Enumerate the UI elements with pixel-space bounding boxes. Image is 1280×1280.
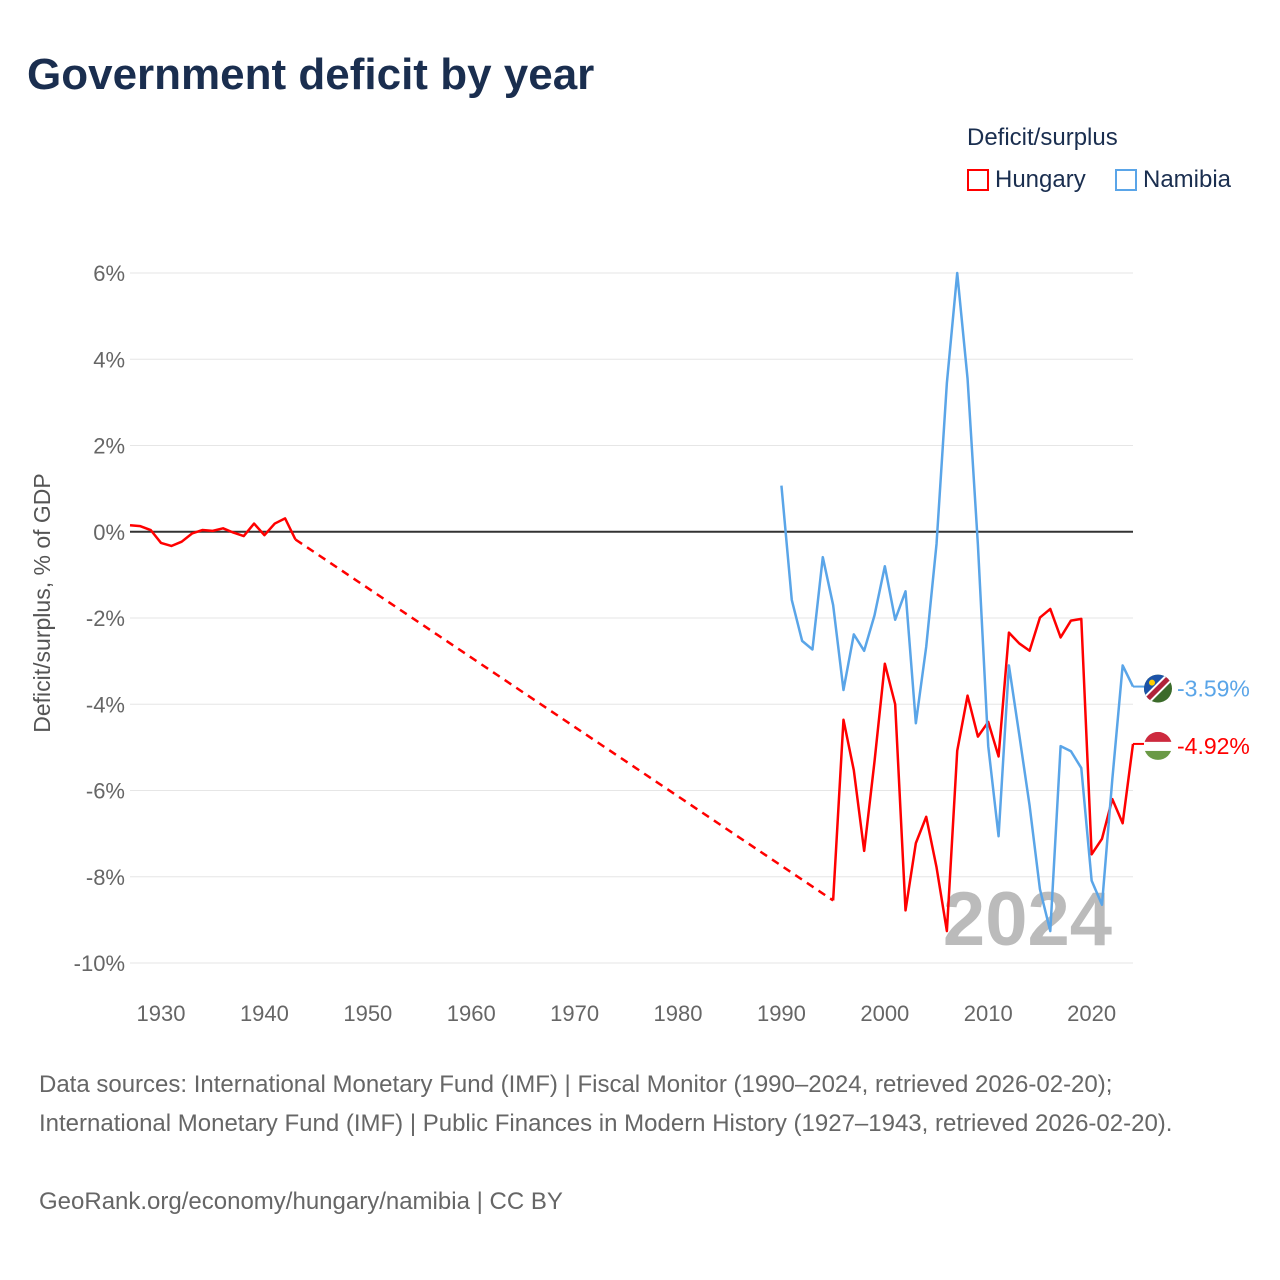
data-sources: Data sources: International Monetary Fun… (39, 1071, 1173, 1137)
x-tick-label: 1980 (654, 1001, 703, 1026)
x-tick-label: 1960 (447, 1001, 496, 1026)
x-tick-label: 2000 (860, 1001, 909, 1026)
page-title: Government deficit by year (27, 50, 595, 99)
namibia-flag-icon (1144, 674, 1172, 703)
y-tick-label: 0% (93, 520, 125, 545)
legend-item-namibia[interactable]: Namibia (1115, 166, 1231, 194)
legend-label-hungary: Hungary (995, 166, 1086, 193)
y-tick-label: -6% (86, 779, 125, 804)
credit-link[interactable]: GeoRank.org/economy/hungary/namibia | CC… (39, 1188, 563, 1215)
x-tick-label: 1930 (137, 1001, 186, 1026)
legend-label-namibia: Namibia (1143, 166, 1232, 193)
legend-swatch-namibia (1115, 169, 1137, 191)
y-tick-label: 2% (93, 434, 125, 459)
y-tick-label: -2% (86, 606, 125, 631)
year-watermark: 2024 (943, 877, 1112, 962)
x-tick-label: 2010 (964, 1001, 1013, 1026)
x-tick-label: 2020 (1067, 1001, 1116, 1026)
series-line-hungary (831, 607, 1135, 933)
x-tick-label: 1990 (757, 1001, 806, 1026)
end-label-namibia: -3.59% (1177, 676, 1250, 702)
hungary-flag-icon (1144, 731, 1172, 760)
y-tick-label: -4% (86, 692, 125, 717)
y-axis-label: Deficit/surplus, % of GDP (29, 473, 55, 732)
x-tick-label: 1940 (240, 1001, 289, 1026)
series-line-namibia (780, 271, 1135, 933)
x-tick-label: 1970 (550, 1001, 599, 1026)
end-label-hungary: -4.92% (1177, 733, 1250, 759)
y-tick-label: 6% (93, 261, 125, 286)
plot-area: 6% 4% 2% 0% -2% -4% -6% -8% -10% 1930 1940 1950 1960… (29, 261, 1250, 1026)
legend-swatch-hungary (967, 169, 989, 191)
series-line-hungary (129, 517, 297, 548)
legend-item-hungary[interactable]: Hungary (967, 166, 1086, 194)
series-gap-hungary (294, 538, 834, 902)
y-tick-label: 4% (93, 347, 125, 372)
legend-title: Deficit/surplus (967, 124, 1118, 151)
y-tick-label: -10% (74, 951, 125, 976)
x-tick-label: 1950 (343, 1001, 392, 1026)
y-tick-label: -8% (86, 865, 125, 890)
